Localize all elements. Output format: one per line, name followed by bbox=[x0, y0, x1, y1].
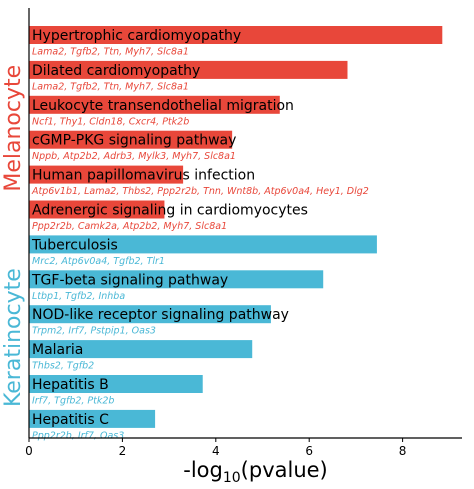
x-tick-label: 2 bbox=[119, 444, 127, 458]
x-tick-label: 0 bbox=[25, 444, 33, 458]
bar-melanocyte-6 bbox=[29, 200, 165, 219]
term-label: cGMP-PKG signaling pathway bbox=[32, 133, 236, 149]
gene-list-label: Irf7, Tgfb2, Ptk2b bbox=[32, 396, 114, 407]
bar-keratinocyte-5 bbox=[29, 375, 203, 393]
gene-list-label: Mrc2, Atp6v0a4, Tgfb2, Tlr1 bbox=[32, 256, 165, 267]
bar-melanocyte-1 bbox=[29, 26, 443, 44]
term-label: Dilated cardiomyopathy bbox=[32, 63, 200, 79]
axis-layer: Melanocyte Keratinocyte 0 2 4 6 8 -log10(pvalue… bbox=[1, 8, 462, 486]
term-label: Tuberculosis bbox=[31, 237, 118, 253]
text-layer: Hypertrophic cardiomyopathy Lama2, Tgfb2,… bbox=[31, 28, 369, 441]
gene-list-label: Lama2, Tgfb2, Ttn, Myh7, Slc8a1 bbox=[32, 47, 189, 58]
x-axis-title-main: -log bbox=[183, 458, 223, 482]
term-label: Adrenergic signaling in cardiomyocytes bbox=[32, 203, 308, 219]
gene-list-label: Atp6v1b1, Lama2, Thbs2, Ppp2r2b, Tnn, Wn… bbox=[31, 186, 369, 197]
gene-list-label: Nppb, Atp2b2, Adrb3, Mylk3, Myh7, Slc8a1 bbox=[32, 151, 236, 162]
bar-keratinocyte-2 bbox=[29, 270, 324, 289]
x-tick-label: 6 bbox=[305, 444, 313, 458]
gene-list-label: Trpm2, Irf7, Pstpip1, Oas3 bbox=[32, 326, 156, 337]
bar-melanocyte-3 bbox=[29, 95, 280, 114]
bars-layer bbox=[29, 26, 443, 428]
term-label: Hepatitis C bbox=[32, 412, 109, 428]
group-label-keratinocyte: Keratinocyte bbox=[1, 268, 26, 407]
group-label-melanocyte: Melanocyte bbox=[1, 65, 26, 192]
bar-keratinocyte-6 bbox=[29, 409, 156, 428]
x-tick-label: 4 bbox=[212, 444, 220, 458]
term-label: Hypertrophic cardiomyopathy bbox=[32, 28, 241, 44]
bar-keratinocyte-1 bbox=[29, 235, 377, 254]
bar-melanocyte-5 bbox=[29, 165, 184, 184]
x-axis-title: -log10(pvalue) bbox=[183, 458, 328, 486]
gene-list-label: Lama2, Tgfb2, Ttn, Myh7, Slc8a1 bbox=[32, 81, 189, 92]
bar-keratinocyte-4 bbox=[29, 340, 253, 359]
bar-melanocyte-4 bbox=[29, 130, 233, 149]
bar-keratinocyte-3 bbox=[29, 305, 271, 324]
gene-list-label: Thbs2, Tgfb2 bbox=[32, 361, 94, 372]
term-label: Malaria bbox=[32, 342, 83, 358]
x-axis-title-tail: (pvalue) bbox=[241, 458, 328, 482]
term-label: TGF-beta signaling pathway bbox=[31, 272, 228, 288]
gene-list-label: Ncf1, Thy1, Cldn18, Cxcr4, Ptk2b bbox=[32, 116, 189, 127]
x-axis-title-subscript: 10 bbox=[223, 470, 241, 486]
bar-melanocyte-2 bbox=[29, 60, 348, 79]
gene-list-label: Ppp2r2b, Irf7, Oas3 bbox=[32, 430, 124, 441]
x-tick-label: 8 bbox=[399, 444, 407, 458]
gene-list-label: Ltbp1, Tgfb2, Inhba bbox=[32, 291, 125, 302]
gene-list-label: Ppp2r2b, Camk2a, Atp2b2, Myh7, Slc8a1 bbox=[32, 221, 227, 232]
term-label: NOD-like receptor signaling pathway bbox=[32, 307, 289, 323]
term-label: Hepatitis B bbox=[32, 377, 109, 393]
term-label: Human papillomavirus infection bbox=[32, 168, 255, 184]
term-label: Leukocyte transendothelial migration bbox=[32, 98, 294, 114]
